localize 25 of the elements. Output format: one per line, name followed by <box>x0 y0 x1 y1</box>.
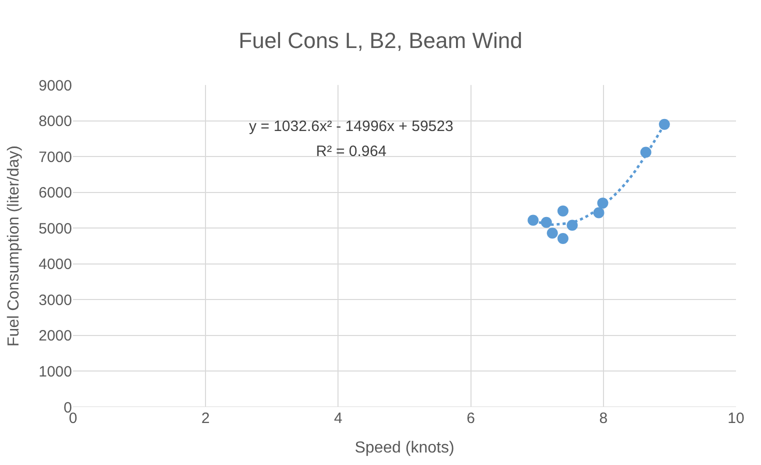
x-axis-title: Speed (knots) <box>354 440 454 457</box>
x-tick-label: 8 <box>599 410 608 427</box>
y-axis-title: Fuel Consumption (liter/day) <box>6 146 23 346</box>
point <box>557 205 568 216</box>
x-tick-label: 6 <box>466 410 475 427</box>
x-tick-label: 10 <box>728 410 744 427</box>
y-tick-label: 2000 <box>38 328 72 345</box>
x-tick-label: 4 <box>334 410 342 427</box>
y-tick-label: 1000 <box>38 363 72 380</box>
y-tick-label: 9000 <box>38 77 72 94</box>
point <box>593 207 604 218</box>
point <box>557 232 568 244</box>
y-tick-label: 7000 <box>38 148 72 166</box>
y-tick-label: 6000 <box>38 184 72 202</box>
y-tick-label: 8000 <box>38 113 72 130</box>
annotation: y = 1032.6x² - 14996x + 59523 <box>249 118 454 135</box>
annotation: R² = 0.964 <box>316 143 386 160</box>
y-tick-label: 4000 <box>38 256 72 274</box>
chart-title: Fuel Cons L, B2, Beam Wind <box>238 28 522 53</box>
y-tick-label: 3000 <box>38 292 72 309</box>
point <box>528 214 539 226</box>
y-tick-label: 5000 <box>38 220 72 238</box>
point <box>546 228 558 239</box>
x-tick-label: 2 <box>201 410 210 427</box>
point <box>658 118 670 130</box>
